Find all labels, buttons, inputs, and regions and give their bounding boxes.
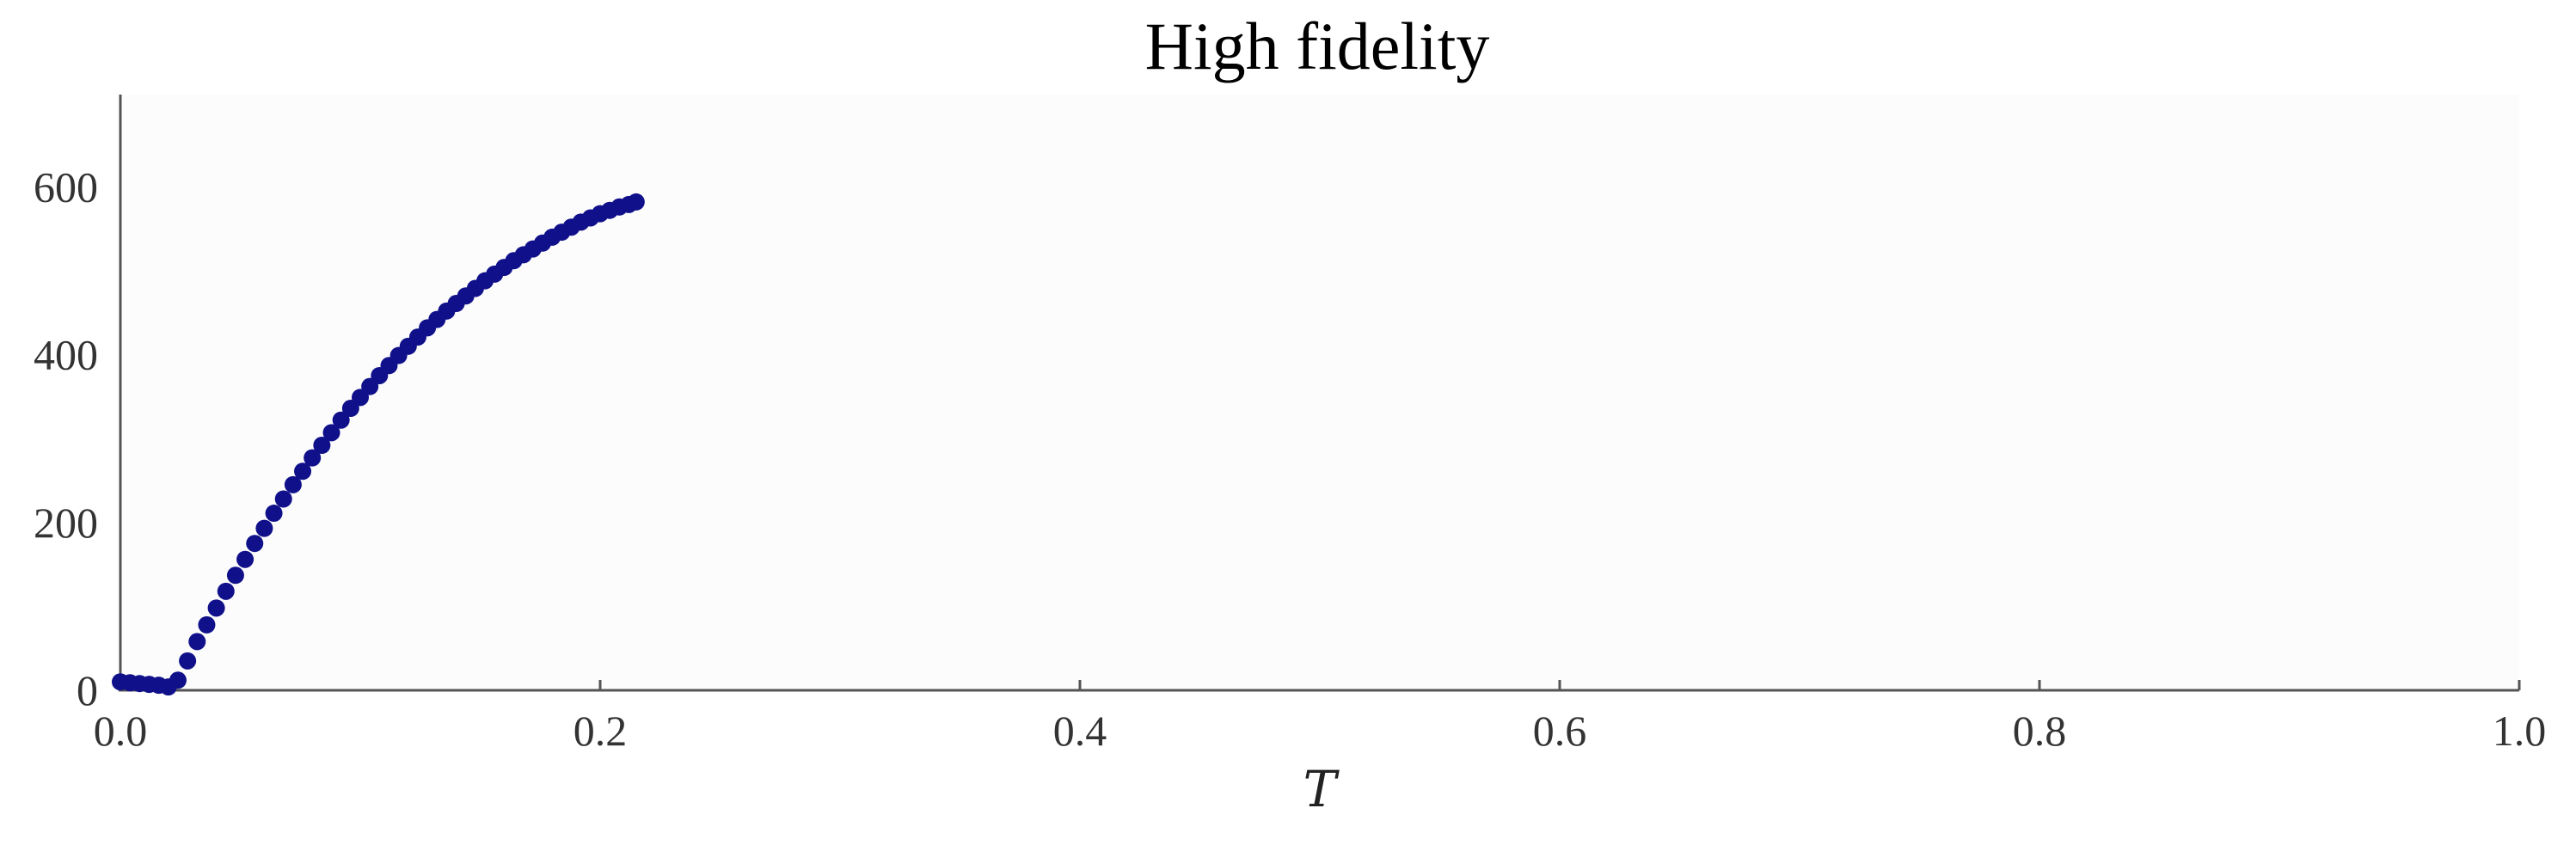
axes [119,95,2519,692]
data-point [322,424,340,442]
x-axis-label: T [1303,760,1340,818]
data-point [304,449,322,467]
data-point [226,566,244,585]
x-tick-label: 0.6 [1533,707,1587,755]
data-point [169,671,187,689]
data-point [179,652,197,670]
data-point [274,490,292,508]
x-tick-label: 1.0 [2493,707,2547,755]
data-point [236,550,255,568]
data-point [198,615,216,634]
data-point [294,462,312,481]
x-tick-label: 0.0 [94,707,148,755]
data-point [246,535,264,553]
y-tick-label: 600 [34,162,98,211]
data-point [627,193,645,211]
data-point [255,519,273,537]
data-point [284,475,302,493]
chart-title: High fidelity [1145,9,1490,83]
data-point [313,436,331,454]
y-tick-label: 0 [77,666,98,714]
data-point [332,411,350,429]
data-point [207,599,225,617]
data-point [217,582,235,600]
y-tick-label: 200 [34,499,98,547]
data-points [112,193,645,696]
y-ticks: 0 200 400 600 [34,162,98,714]
x-tick-label: 0.8 [2013,707,2067,755]
x-tick-label: 0.2 [573,707,628,755]
data-point [188,633,206,651]
x-tick-label: 0.4 [1053,707,1107,755]
data-point [265,505,283,523]
y-tick-label: 400 [34,331,98,379]
x-ticks: 0.0 0.2 0.4 0.6 0.8 1.0 [94,680,2547,755]
plot-background [120,95,2519,688]
